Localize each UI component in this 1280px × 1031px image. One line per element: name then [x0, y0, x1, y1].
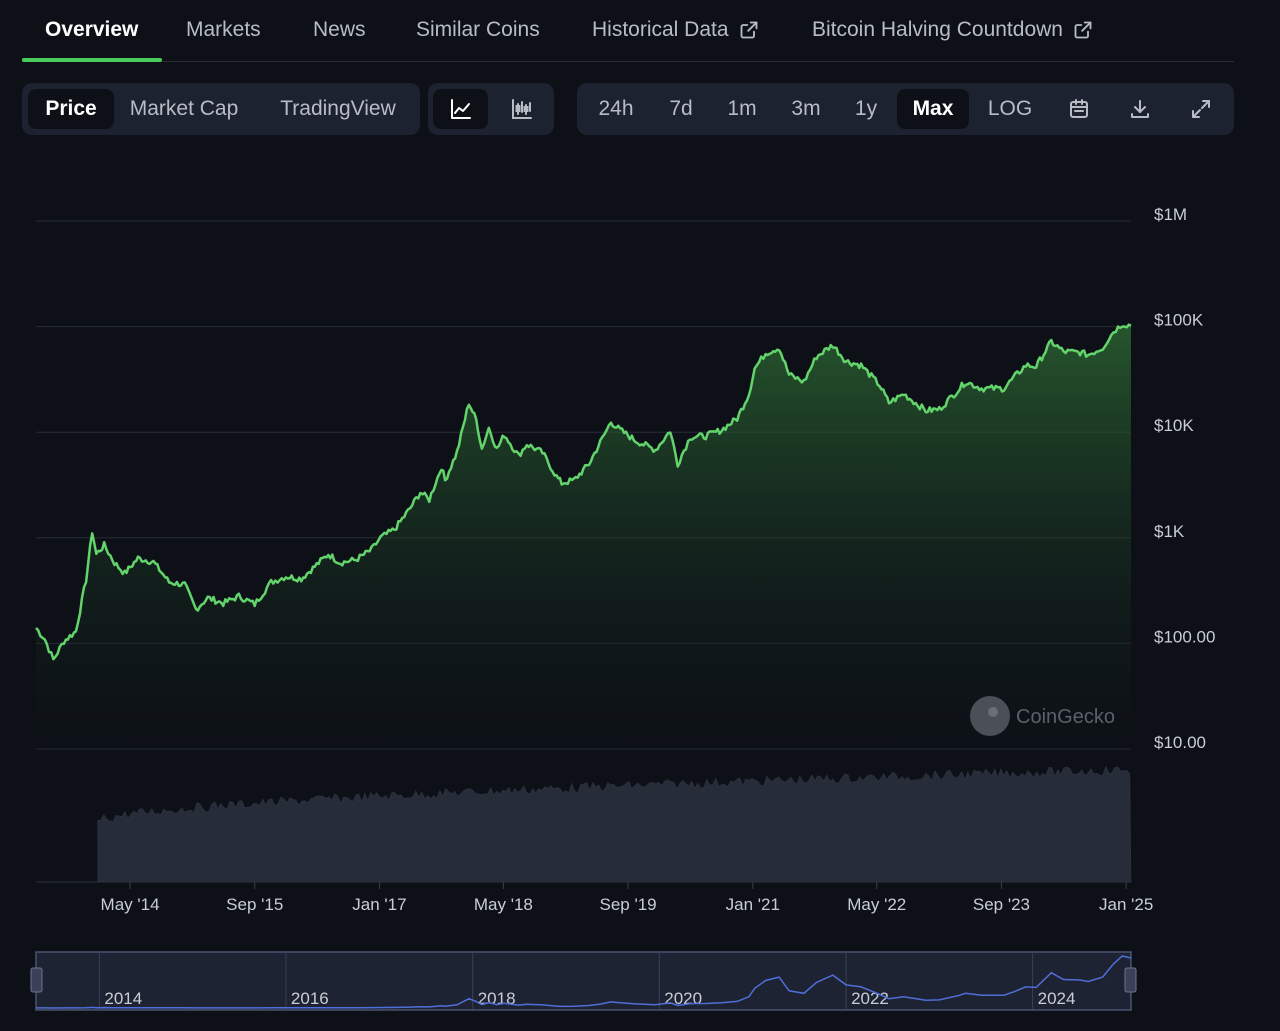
- x-tick-label: Sep '23: [973, 895, 1030, 914]
- navigator-label: 2014: [104, 989, 142, 1008]
- download-icon: [1131, 100, 1149, 118]
- fullscreen-button[interactable]: [1173, 89, 1229, 129]
- navigator-label: 2024: [1038, 989, 1076, 1008]
- range-1y-button[interactable]: 1y: [854, 97, 878, 120]
- y-tick-label: $100.00: [1154, 627, 1215, 646]
- x-tick-label: Jan '21: [726, 895, 780, 914]
- tab-halving-countdown-label: Bitcoin Halving Countdown: [812, 18, 1063, 41]
- x-tick-label: May '18: [474, 895, 533, 914]
- line-chart-icon: [450, 99, 471, 119]
- log-scale-button[interactable]: LOG: [987, 97, 1033, 120]
- time-range-group: 24h 7d 1m 3m 1y Max LOG: [577, 83, 1234, 135]
- range-1m-button[interactable]: 1m: [727, 97, 757, 120]
- watermark-text: CoinGecko: [1016, 706, 1115, 728]
- tab-news-label: News: [313, 18, 366, 41]
- x-tick-label: Sep '19: [600, 895, 657, 914]
- x-tick-label: May '14: [101, 895, 160, 914]
- tab-similar-coins-label: Similar Coins: [416, 18, 540, 41]
- x-axis-labels: May '14 Sep '15 Jan '17 May '18 Sep '19 Jan '…: [101, 882, 1153, 914]
- range-24h-button[interactable]: 24h: [598, 97, 634, 120]
- price-line: [35, 323, 1132, 661]
- range-3m-button[interactable]: 3m: [791, 97, 821, 120]
- range-max-button[interactable]: Max: [897, 89, 969, 129]
- tab-historical-data[interactable]: Historical Data: [592, 18, 759, 42]
- tab-similar-coins[interactable]: Similar Coins: [416, 18, 540, 42]
- tab-overview-label: Overview: [45, 18, 139, 41]
- metric-toggle-group: Price Market Cap TradingView: [22, 83, 420, 135]
- price-area: [36, 324, 1131, 749]
- volume-bars: [97, 765, 1132, 883]
- candlestick-button[interactable]: [494, 89, 549, 129]
- calendar-icon: [1070, 99, 1088, 118]
- coingecko-watermark: CoinGecko: [970, 696, 1115, 736]
- market-cap-button[interactable]: Market Cap: [129, 97, 239, 120]
- price-button[interactable]: Price: [28, 89, 114, 129]
- volume-area: [97, 765, 1132, 883]
- navigator-label: 2022: [851, 989, 889, 1008]
- tab-overview[interactable]: Overview: [45, 18, 138, 42]
- external-link-icon: [740, 21, 757, 39]
- x-tick-label: Jan '17: [352, 895, 406, 914]
- x-tick-label: Jan '25: [1099, 895, 1153, 914]
- active-tab-indicator: [22, 58, 162, 62]
- tab-halving-countdown[interactable]: Bitcoin Halving Countdown: [812, 18, 1093, 42]
- chart-type-group: [428, 83, 554, 135]
- x-tick-label: May '22: [847, 895, 906, 914]
- y-tick-label: $1M: [1154, 205, 1187, 224]
- x-tick-label: Sep '15: [226, 895, 283, 914]
- tab-markets[interactable]: Markets: [186, 18, 261, 42]
- navigator-label: 2016: [291, 989, 329, 1008]
- y-tick-label: $10K: [1154, 416, 1194, 435]
- y-tick-label: $100K: [1154, 311, 1204, 330]
- navigator-window[interactable]: [35, 951, 1132, 1011]
- navigator-right-handle[interactable]: [1124, 967, 1137, 993]
- line-chart-button[interactable]: [433, 89, 488, 129]
- price-chart[interactable]: $1M $100K $10K $1K $100.00 $10.00 May '14 Sep …: [0, 150, 1280, 1031]
- download-button[interactable]: [1111, 89, 1169, 129]
- tab-bar: Overview Markets News Similar Coins Hist…: [22, 0, 1234, 62]
- y-tick-label: $1K: [1154, 522, 1185, 541]
- range-navigator[interactable]: 2014 2016 2018 2020 2022 2024: [30, 951, 1137, 1011]
- tab-news[interactable]: News: [313, 18, 366, 42]
- tradingview-button[interactable]: TradingView: [280, 97, 396, 120]
- calendar-button[interactable]: [1051, 89, 1107, 129]
- external-link-icon: [1074, 21, 1092, 39]
- y-axis-labels: $1M $100K $10K $1K $100.00 $10.00: [1154, 205, 1215, 752]
- navigator-line: [36, 955, 1132, 1009]
- fullscreen-icon: [1192, 100, 1210, 118]
- navigator-left-handle[interactable]: [30, 967, 43, 993]
- candlestick-icon: [511, 99, 532, 119]
- y-tick-label: $10.00: [1154, 733, 1206, 752]
- tab-markets-label: Markets: [186, 18, 261, 41]
- tab-historical-data-label: Historical Data: [592, 18, 729, 41]
- range-7d-button[interactable]: 7d: [669, 97, 693, 120]
